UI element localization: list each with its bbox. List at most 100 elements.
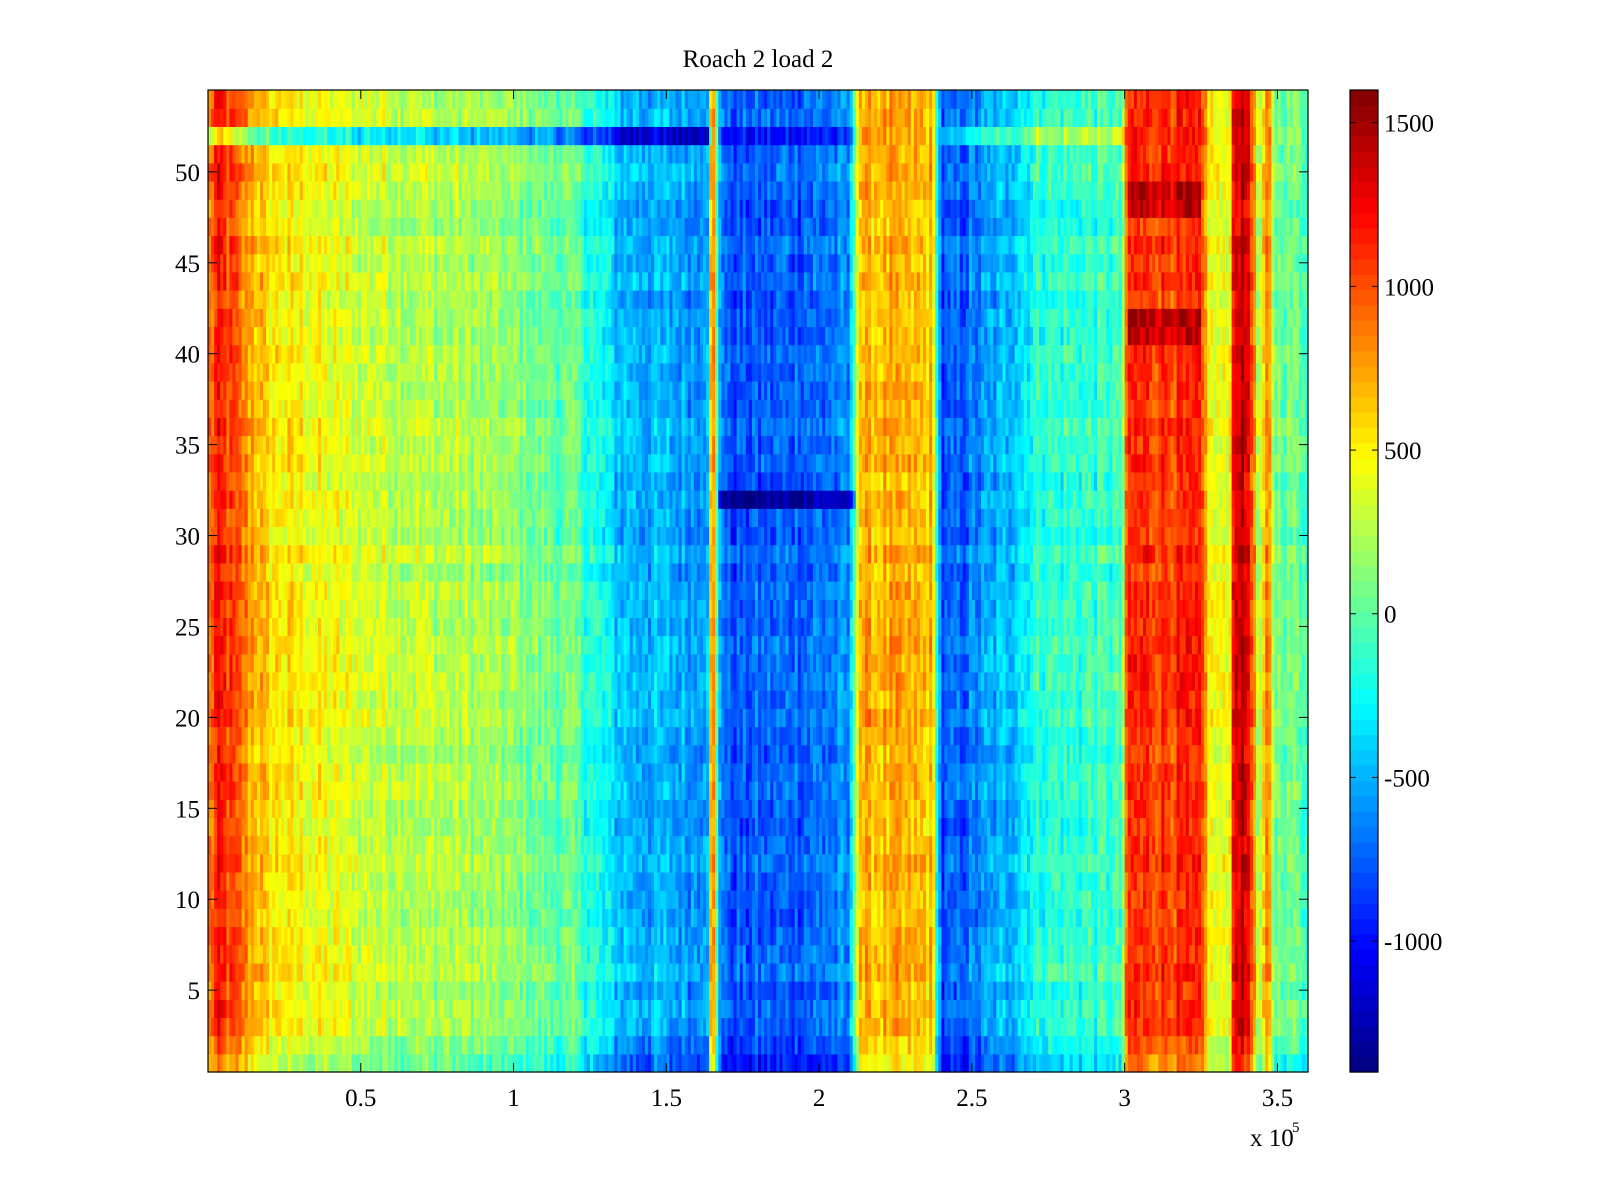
heatmap-cell (1072, 1035, 1077, 1055)
heatmap-cell (1112, 1035, 1117, 1055)
heatmap-cell (981, 1035, 985, 1055)
heatmap-cell (1179, 981, 1184, 1000)
heatmap-cell (547, 1053, 551, 1073)
heatmap-cell (507, 999, 512, 1019)
heatmap-cell (984, 999, 988, 1019)
heatmap-cell (1014, 1053, 1019, 1073)
heatmap-cell (565, 981, 570, 1000)
heatmap-cell (1115, 981, 1120, 1000)
heatmap-cell (806, 1035, 811, 1055)
heatmap-cell (663, 1017, 667, 1037)
heatmap-cell (489, 944, 493, 964)
heatmap-cell (1207, 1053, 1211, 1073)
heatmap-cell (623, 962, 628, 982)
heatmap-cell (641, 944, 646, 964)
heatmap-cell (1014, 962, 1019, 982)
heatmap-cell (241, 1017, 246, 1037)
heatmap-cell (638, 962, 643, 982)
heatmap-cell (510, 944, 515, 964)
heatmap-cell (699, 981, 704, 1000)
heatmap-cell (1170, 1017, 1175, 1037)
heatmap-cell (593, 981, 597, 1000)
heatmap-cell (1194, 1035, 1199, 1055)
heatmap-cell (959, 981, 964, 1000)
heatmap-cell (464, 1017, 469, 1037)
heatmap-cell (1033, 981, 1037, 1000)
heatmap-cell (238, 962, 243, 982)
heatmap-cell (259, 1053, 264, 1073)
heatmap-cell (1271, 1035, 1275, 1055)
heatmap-cell (809, 1035, 814, 1055)
heatmap-cell (1057, 999, 1062, 1019)
heatmap-cell (504, 944, 509, 964)
heatmap-cell (311, 1053, 316, 1073)
heatmap-cell (1149, 1017, 1153, 1037)
heatmap-cell (926, 1053, 930, 1073)
heatmap-cell (330, 962, 334, 982)
heatmap-cell (684, 1017, 689, 1037)
heatmap-cell (293, 981, 298, 1000)
heatmap-cell (400, 962, 405, 982)
heatmap-cell (993, 999, 997, 1019)
heatmap-cell (1158, 999, 1162, 1019)
heatmap-cell (360, 944, 365, 964)
heatmap-cell (232, 1053, 237, 1073)
heatmap-cell (452, 981, 457, 1000)
heatmap-cell (1253, 962, 1257, 982)
heatmap-cell (357, 944, 362, 964)
heatmap-cell (764, 1035, 768, 1055)
heatmap-cell (733, 962, 738, 982)
heatmap-cell (1295, 1017, 1300, 1037)
heatmap-cell (806, 1053, 811, 1073)
heatmap-cell (305, 1017, 310, 1037)
heatmap-cell (339, 962, 344, 982)
heatmap-cell (1249, 962, 1254, 982)
heatmap-cell (550, 1035, 554, 1055)
heatmap-cell (825, 981, 829, 1000)
heatmap-cell (400, 1053, 405, 1073)
heatmap-cell (263, 1035, 267, 1055)
heatmap-cell (724, 962, 729, 982)
heatmap-cell (1246, 981, 1251, 1000)
heatmap-cell (715, 962, 719, 982)
heatmap-cell (871, 981, 875, 1000)
heatmap-cell (577, 999, 582, 1019)
heatmap-cell (428, 981, 432, 1000)
heatmap-cell (1084, 1035, 1089, 1055)
heatmap-cell (916, 1035, 921, 1055)
heatmap-cell (1292, 962, 1297, 982)
heatmap-cell (1054, 1053, 1059, 1073)
heatmap-cell (974, 962, 979, 982)
heatmap-cell (999, 1053, 1004, 1073)
heatmap-cell (208, 1053, 212, 1073)
heatmap-cell (1130, 981, 1135, 1000)
heatmap-cell (486, 1035, 490, 1055)
heatmap-cell (397, 999, 402, 1019)
heatmap-cell (944, 999, 949, 1019)
heatmap-cell (727, 981, 732, 1000)
heatmap-cell (278, 962, 282, 982)
heatmap-cell (761, 1017, 765, 1037)
heatmap-cell (272, 1017, 276, 1037)
heatmap-cell (730, 1035, 735, 1055)
heatmap-cell (758, 962, 762, 982)
heatmap-cell (892, 981, 897, 1000)
heatmap-cell (525, 944, 530, 964)
heatmap-cell (1262, 1017, 1266, 1037)
heatmap-cell (971, 999, 976, 1019)
heatmap-cell (278, 999, 282, 1019)
heatmap-cell (412, 962, 417, 982)
heatmap-cell (574, 999, 579, 1019)
heatmap-cell (1161, 1017, 1165, 1037)
heatmap-cell (449, 981, 454, 1000)
heatmap-cell (690, 1035, 695, 1055)
heatmap-cell (693, 999, 698, 1019)
heatmap-cell (516, 981, 521, 1000)
heatmap-cell (415, 1017, 420, 1037)
heatmap-cell (971, 1017, 976, 1037)
heatmap-cell (635, 944, 640, 964)
heatmap-cell (290, 1017, 295, 1037)
heatmap-cell (632, 1035, 637, 1055)
heatmap-cell (388, 1053, 392, 1073)
heatmap-cell (1295, 981, 1300, 1000)
